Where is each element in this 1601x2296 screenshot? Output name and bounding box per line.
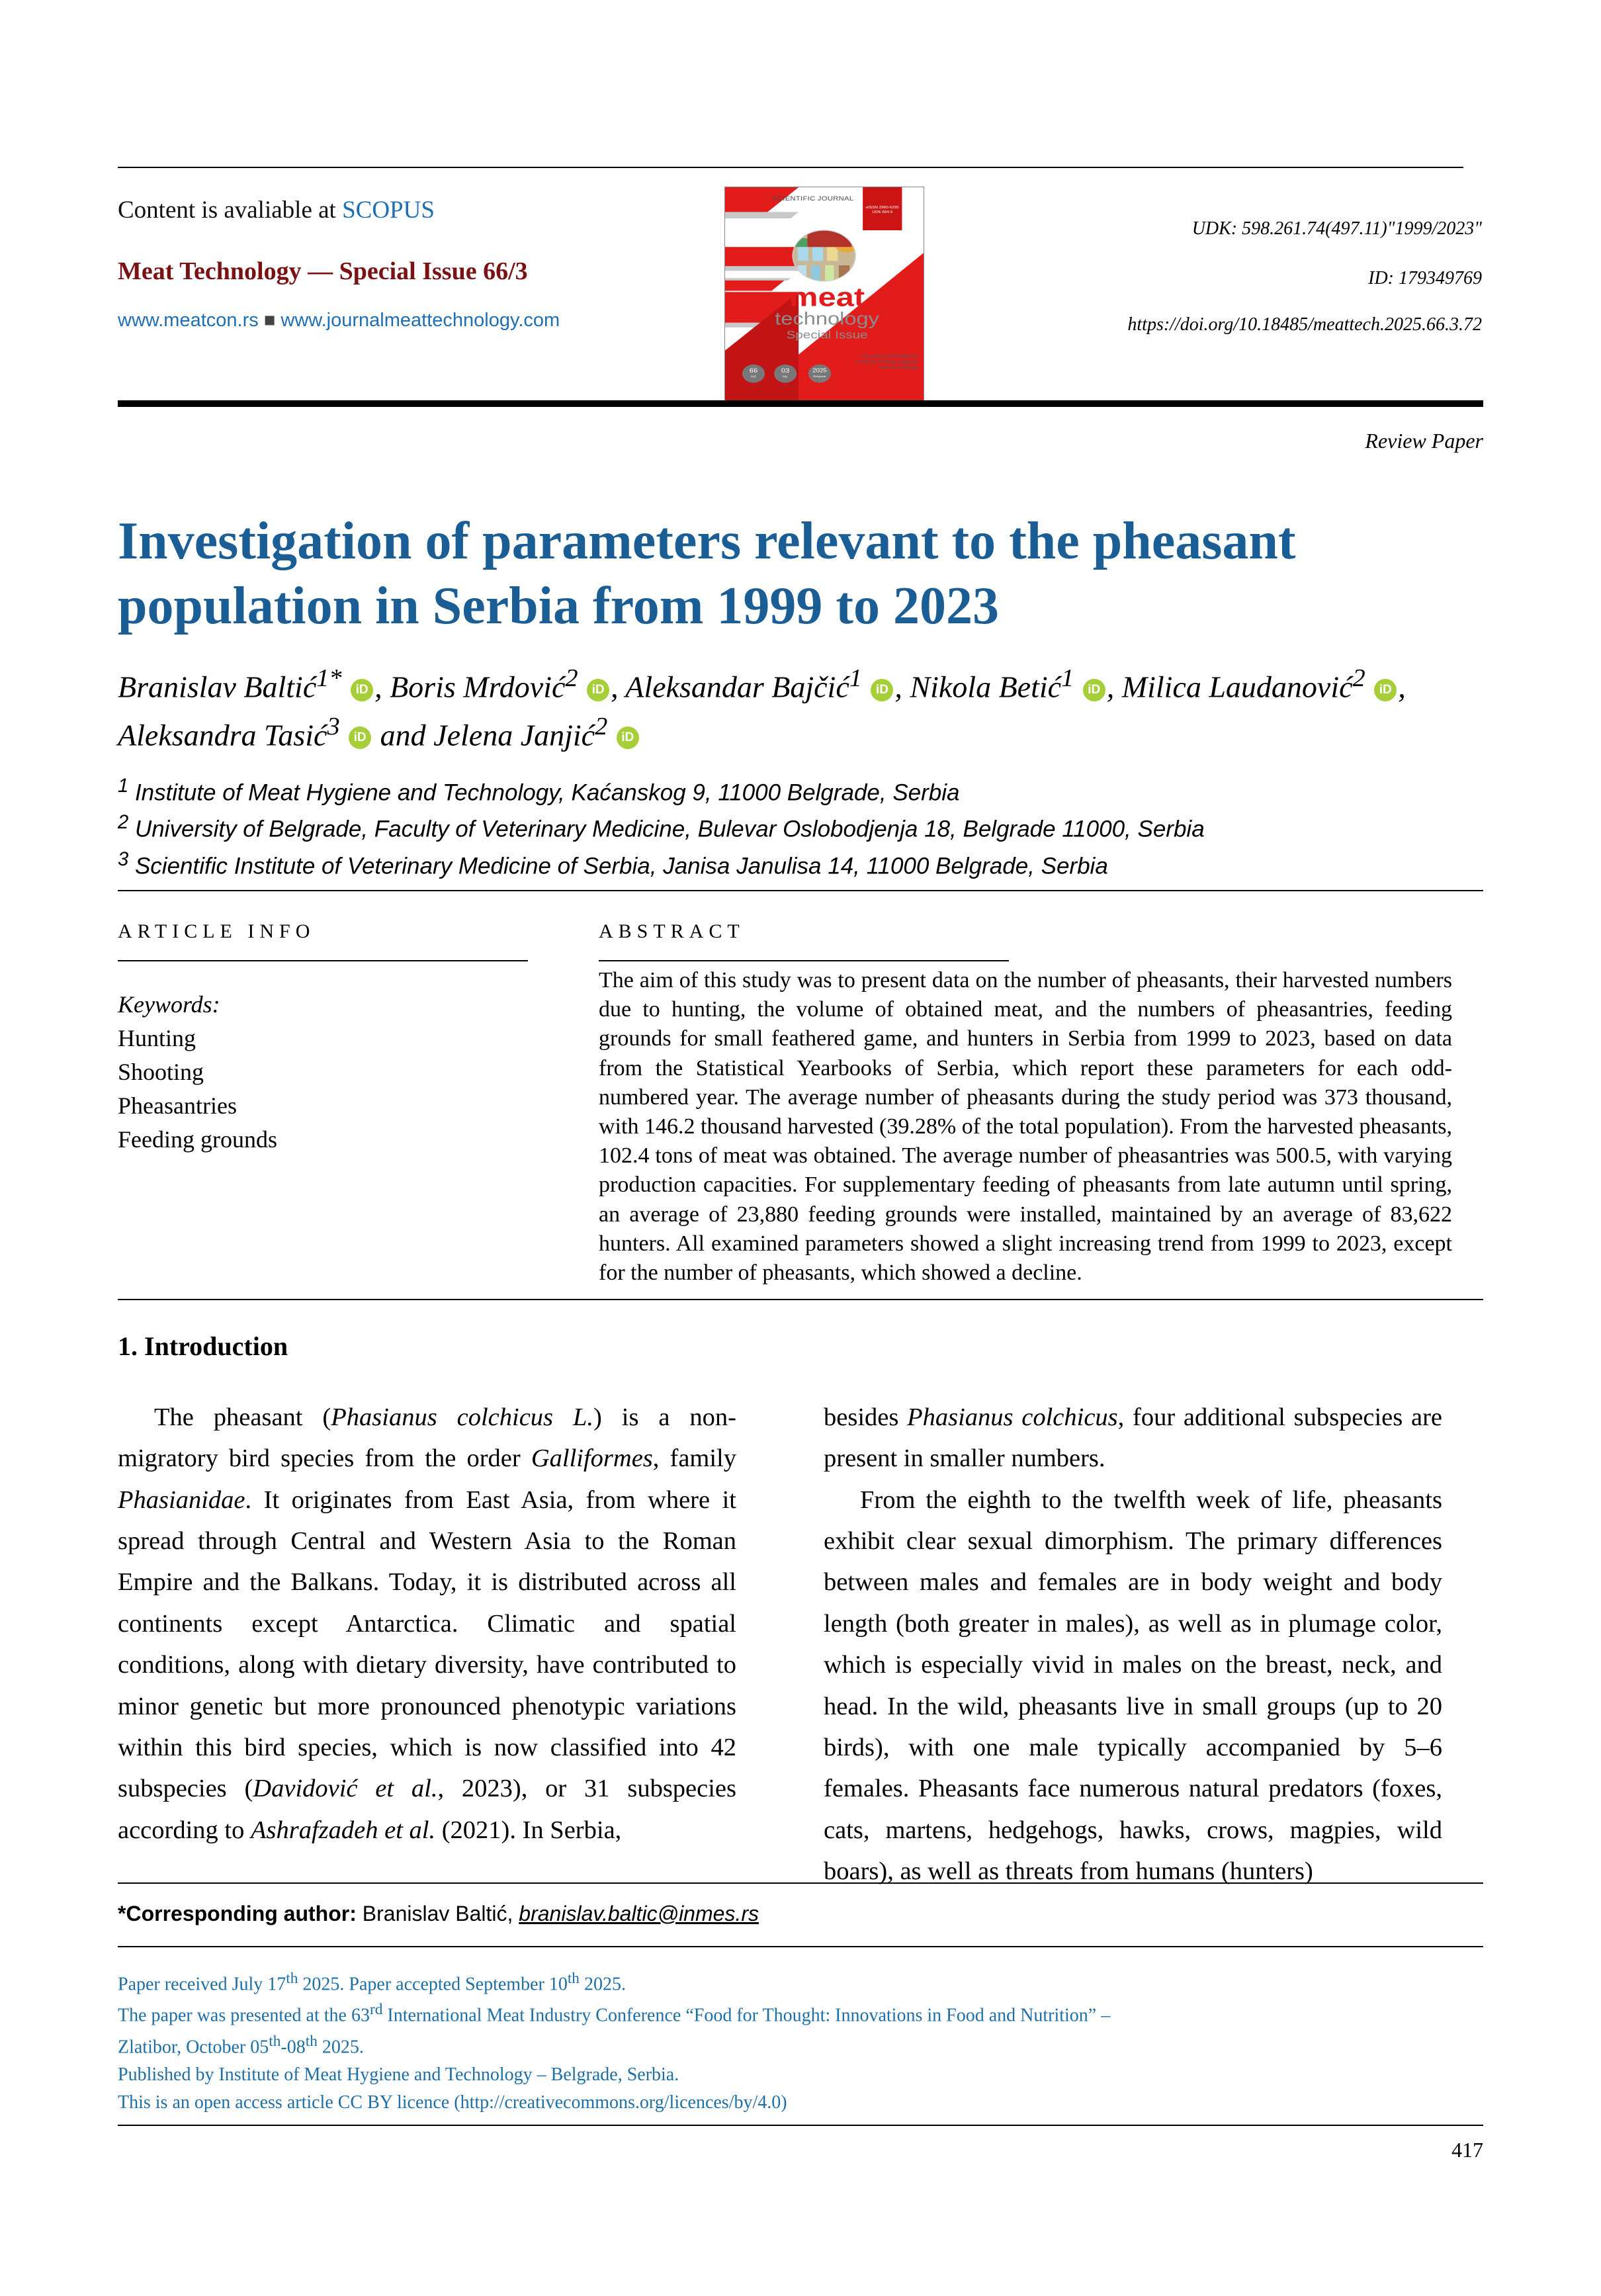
svg-text:and Technology: and Technology — [879, 365, 919, 370]
svg-text:SCIENTIFIC JOURNAL: SCIENTIFIC JOURNAL — [772, 196, 853, 202]
svg-text:UDK 664.9: UDK 664.9 — [872, 211, 892, 214]
svg-text:Vol.: Vol. — [751, 375, 757, 378]
svg-text:meat: meat — [789, 283, 865, 312]
svg-text:eISSN 2960-6295: eISSN 2960-6295 — [866, 206, 899, 209]
svg-text:No.: No. — [783, 375, 788, 378]
svg-text:2025: 2025 — [812, 367, 827, 373]
svg-text:Institute of Meat Hygiene: Institute of Meat Hygiene — [856, 359, 918, 365]
svg-text:66: 66 — [750, 368, 758, 375]
svg-text:Founder and Publisher: Founder and Publisher — [862, 353, 920, 359]
svg-text:technology: technology — [775, 309, 879, 328]
svg-text:Special Issue: Special Issue — [786, 329, 867, 341]
svg-text:03: 03 — [781, 368, 790, 375]
svg-text:Belgrade: Belgrade — [813, 375, 826, 378]
